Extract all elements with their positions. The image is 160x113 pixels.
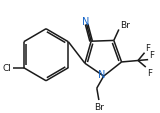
Text: F: F bbox=[145, 43, 151, 52]
Text: Br: Br bbox=[94, 102, 104, 111]
Text: N: N bbox=[82, 17, 89, 27]
Text: Br: Br bbox=[120, 20, 130, 29]
Text: F: F bbox=[147, 68, 152, 77]
Text: F: F bbox=[150, 51, 155, 60]
Text: Cl: Cl bbox=[3, 64, 11, 73]
Text: N: N bbox=[98, 70, 106, 80]
